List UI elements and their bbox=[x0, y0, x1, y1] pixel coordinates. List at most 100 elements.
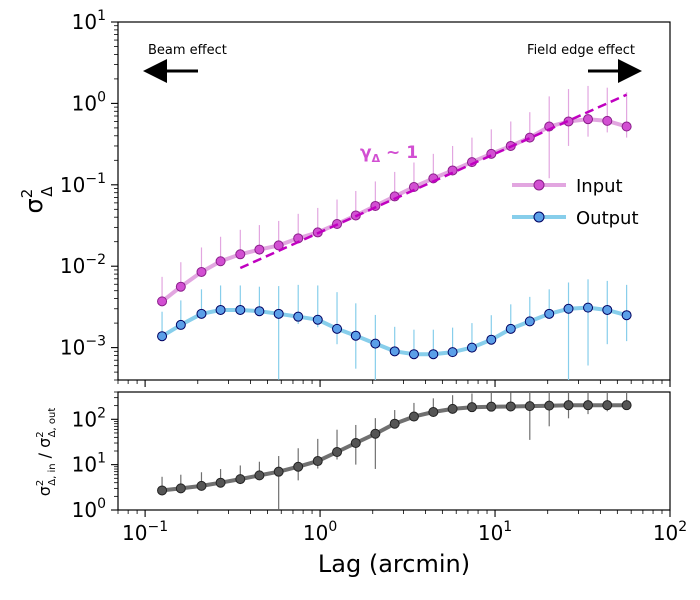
output-series-point-19 bbox=[524, 316, 535, 327]
output-series-point-12 bbox=[389, 346, 400, 357]
ratio-series-point-12 bbox=[389, 418, 400, 429]
legend-output-label: Output bbox=[576, 208, 639, 229]
bottom-y-label-sep: / bbox=[35, 448, 54, 464]
input-series-point-22 bbox=[583, 114, 594, 125]
ratio-series-point-24 bbox=[621, 400, 632, 411]
legend-output-marker bbox=[533, 211, 545, 223]
bottom-xtick-label-2: 101 bbox=[478, 519, 512, 545]
top-ytick-label-2: 10−1 bbox=[60, 171, 106, 197]
ratio-series-point-2 bbox=[196, 480, 207, 491]
output-series-point-6 bbox=[273, 308, 284, 319]
ratio-series-point-19 bbox=[524, 401, 535, 412]
output-series-point-24 bbox=[621, 310, 632, 321]
ratio-series-point-1 bbox=[175, 483, 186, 494]
top-y-label-sup: 2 bbox=[18, 189, 36, 199]
output-series-point-10 bbox=[350, 330, 361, 341]
ratio-series-point-15 bbox=[447, 403, 458, 414]
bottom-axis-ticks: 100 101 102 10−1 100 101 102 bbox=[72, 391, 687, 545]
input-series-point-24 bbox=[621, 121, 632, 132]
input-series-point-5 bbox=[254, 244, 265, 255]
ratio-series-point-14 bbox=[428, 406, 439, 417]
top-y-label-sub: Δ bbox=[38, 186, 56, 197]
output-series-point-17 bbox=[486, 334, 497, 345]
ratio-series-point-23 bbox=[602, 400, 613, 411]
top-ytick-label-0: 10−3 bbox=[60, 334, 106, 360]
x-axis-label: Lag (arcmin) bbox=[318, 550, 470, 578]
legend-entry-output: Output bbox=[512, 208, 639, 229]
ratio-series-point-4 bbox=[235, 474, 246, 485]
legend-input-marker bbox=[533, 179, 545, 191]
ratio-series-point-18 bbox=[505, 401, 516, 412]
input-series-point-23 bbox=[602, 115, 613, 126]
input-series-point-1 bbox=[175, 281, 186, 292]
bottom-ytick-label-2: 102 bbox=[72, 405, 106, 431]
legend-entry-input: Input bbox=[512, 176, 623, 197]
ratio-series-point-10 bbox=[350, 438, 361, 449]
bottom-xtick-label-1: 100 bbox=[303, 519, 337, 545]
slope-gamma: γ bbox=[360, 143, 372, 163]
bottom-y-label-main1: σ bbox=[35, 486, 54, 496]
bottom-y-label-main2: σ bbox=[35, 438, 54, 448]
input-series-point-2 bbox=[196, 266, 207, 277]
output-series-point-5 bbox=[254, 306, 265, 317]
input-series-point-13 bbox=[408, 181, 419, 192]
bottom-xtick-label-0: 10−1 bbox=[122, 519, 168, 545]
top-data-layer bbox=[157, 85, 632, 380]
bottom-y-label-sub2: Δ, out bbox=[47, 408, 58, 438]
top-axis-ticks: 10−3 10−2 10−1 100 101 bbox=[60, 8, 671, 387]
output-series-point-21 bbox=[563, 303, 574, 314]
bottom-y-label-sub1: Δ, in bbox=[47, 463, 58, 485]
output-series-point-4 bbox=[235, 304, 246, 315]
ratio-series-point-16 bbox=[466, 402, 477, 413]
bottom-y-axis-label: σ2Δ, in / σ2Δ, out bbox=[35, 408, 58, 497]
legend-input-label: Input bbox=[576, 176, 623, 197]
top-ytick-label-1: 10−2 bbox=[60, 252, 106, 278]
output-series-point-8 bbox=[312, 314, 323, 325]
output-series-point-16 bbox=[466, 342, 477, 353]
ratio-series-point-3 bbox=[215, 477, 226, 488]
output-series-point-9 bbox=[332, 323, 343, 334]
output-series-point-7 bbox=[293, 311, 304, 322]
bottom-y-label-sup1: 2 bbox=[35, 480, 46, 486]
bottom-y-label-sup2: 2 bbox=[35, 431, 46, 437]
ratio-series-point-6 bbox=[273, 466, 284, 477]
ratio-series-point-17 bbox=[486, 401, 497, 412]
output-series-point-23 bbox=[602, 304, 613, 315]
output-series-point-1 bbox=[175, 319, 186, 330]
input-series-point-0 bbox=[157, 296, 168, 307]
ratio-series-point-21 bbox=[563, 400, 574, 411]
input-series-point-4 bbox=[235, 249, 246, 260]
slope-gamma-sub: Δ bbox=[372, 152, 381, 165]
bottom-xtick-label-3: 102 bbox=[653, 519, 687, 545]
bottom-ytick-label-1: 101 bbox=[72, 451, 106, 477]
slope-reference-line bbox=[239, 93, 628, 270]
output-series-point-3 bbox=[215, 304, 226, 315]
ratio-series-point-22 bbox=[583, 400, 594, 411]
output-series-point-22 bbox=[583, 302, 594, 313]
bottom-ytick-label-0: 100 bbox=[72, 496, 106, 522]
field-edge-effect-label: Field edge effect bbox=[527, 43, 635, 58]
bottom-data-layer bbox=[157, 392, 632, 510]
output-series-point-14 bbox=[428, 349, 439, 360]
top-y-axis-label: σ2 Δ bbox=[18, 186, 56, 214]
output-series-point-13 bbox=[408, 349, 419, 360]
top-ytick-label-4: 101 bbox=[72, 8, 106, 34]
output-series-point-20 bbox=[544, 308, 555, 319]
ratio-series-point-7 bbox=[293, 461, 304, 472]
output-series-point-18 bbox=[505, 323, 516, 334]
ratio-series-point-5 bbox=[254, 470, 265, 481]
beam-effect-label: Beam effect bbox=[148, 43, 227, 58]
ratio-series-point-11 bbox=[370, 428, 381, 439]
ratio-series-point-0 bbox=[157, 485, 168, 496]
ratio-series-point-13 bbox=[408, 411, 419, 422]
output-series-point-15 bbox=[447, 347, 458, 358]
ratio-series-point-9 bbox=[332, 447, 343, 458]
output-series-point-11 bbox=[370, 338, 381, 349]
input-series-point-3 bbox=[215, 256, 226, 267]
slope-annotation: γΔ ~ 1 bbox=[360, 143, 418, 165]
output-series-point-2 bbox=[196, 308, 207, 319]
ratio-series-point-20 bbox=[544, 400, 555, 411]
